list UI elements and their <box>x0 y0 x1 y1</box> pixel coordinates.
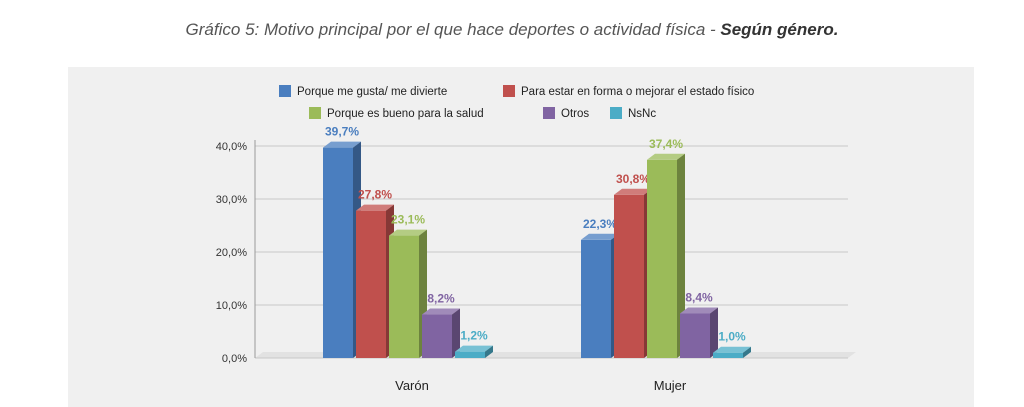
bar <box>713 352 743 358</box>
legend-swatch <box>610 107 622 119</box>
chart-panel <box>68 67 974 407</box>
bar-top <box>455 345 493 352</box>
bar-top <box>581 233 619 240</box>
legend-label: Porque me gusta/ me divierte <box>297 86 447 98</box>
data-label: 22,3% <box>583 217 617 231</box>
bar <box>422 314 452 358</box>
data-label: 8,4% <box>685 290 713 304</box>
data-label: 27,8% <box>358 188 392 202</box>
data-label: 8,2% <box>427 292 455 306</box>
bar-side <box>452 308 460 358</box>
data-label: 23,1% <box>391 213 425 227</box>
data-label: 1,0% <box>718 330 746 344</box>
bar-top <box>614 188 652 195</box>
bar-top <box>647 153 685 160</box>
bar <box>455 351 485 358</box>
chart-title-emphasis: Según género. <box>720 20 839 39</box>
bar-top <box>389 229 427 236</box>
y-tick-label: 20,0% <box>216 247 247 259</box>
bar <box>323 147 353 358</box>
bar-top <box>713 346 751 353</box>
legend-swatch <box>503 85 515 97</box>
x-category-label: Varón <box>395 378 429 393</box>
bar <box>680 313 710 358</box>
bar-side <box>677 153 685 358</box>
y-tick-label: 10,0% <box>216 300 247 312</box>
legend-label: NsNc <box>628 108 656 120</box>
data-label: 39,7% <box>325 125 359 139</box>
legend-swatch <box>309 107 321 119</box>
bar-top <box>680 307 718 314</box>
data-label: 30,8% <box>616 172 650 186</box>
legend-label: Otros <box>561 108 589 120</box>
y-tick-label: 0,0% <box>222 353 247 365</box>
bar-top <box>323 141 361 148</box>
legend-swatch <box>279 85 291 97</box>
bar <box>647 159 677 358</box>
data-label: 37,4% <box>649 137 683 151</box>
chart-title-prefix: Gráfico 5: Motivo principal por el que h… <box>185 20 721 39</box>
legend-swatch <box>543 107 555 119</box>
bar <box>356 210 386 358</box>
data-label: 1,2% <box>460 329 488 343</box>
bar <box>614 194 644 358</box>
y-tick-label: 40,0% <box>216 141 247 153</box>
bar-side <box>485 345 493 358</box>
bar-side <box>743 346 751 358</box>
legend-label: Porque es bueno para la salud <box>327 108 484 120</box>
bar-side <box>710 307 718 358</box>
bar <box>581 239 611 358</box>
bar <box>389 235 419 358</box>
y-tick-label: 30,0% <box>216 194 247 206</box>
x-category-label: Mujer <box>654 378 687 393</box>
bar-top <box>356 204 394 211</box>
legend-label: Para estar en forma o mejorar el estado … <box>521 86 754 98</box>
bar-top <box>422 308 460 315</box>
chart-title: Gráfico 5: Motivo principal por el que h… <box>0 20 1024 40</box>
